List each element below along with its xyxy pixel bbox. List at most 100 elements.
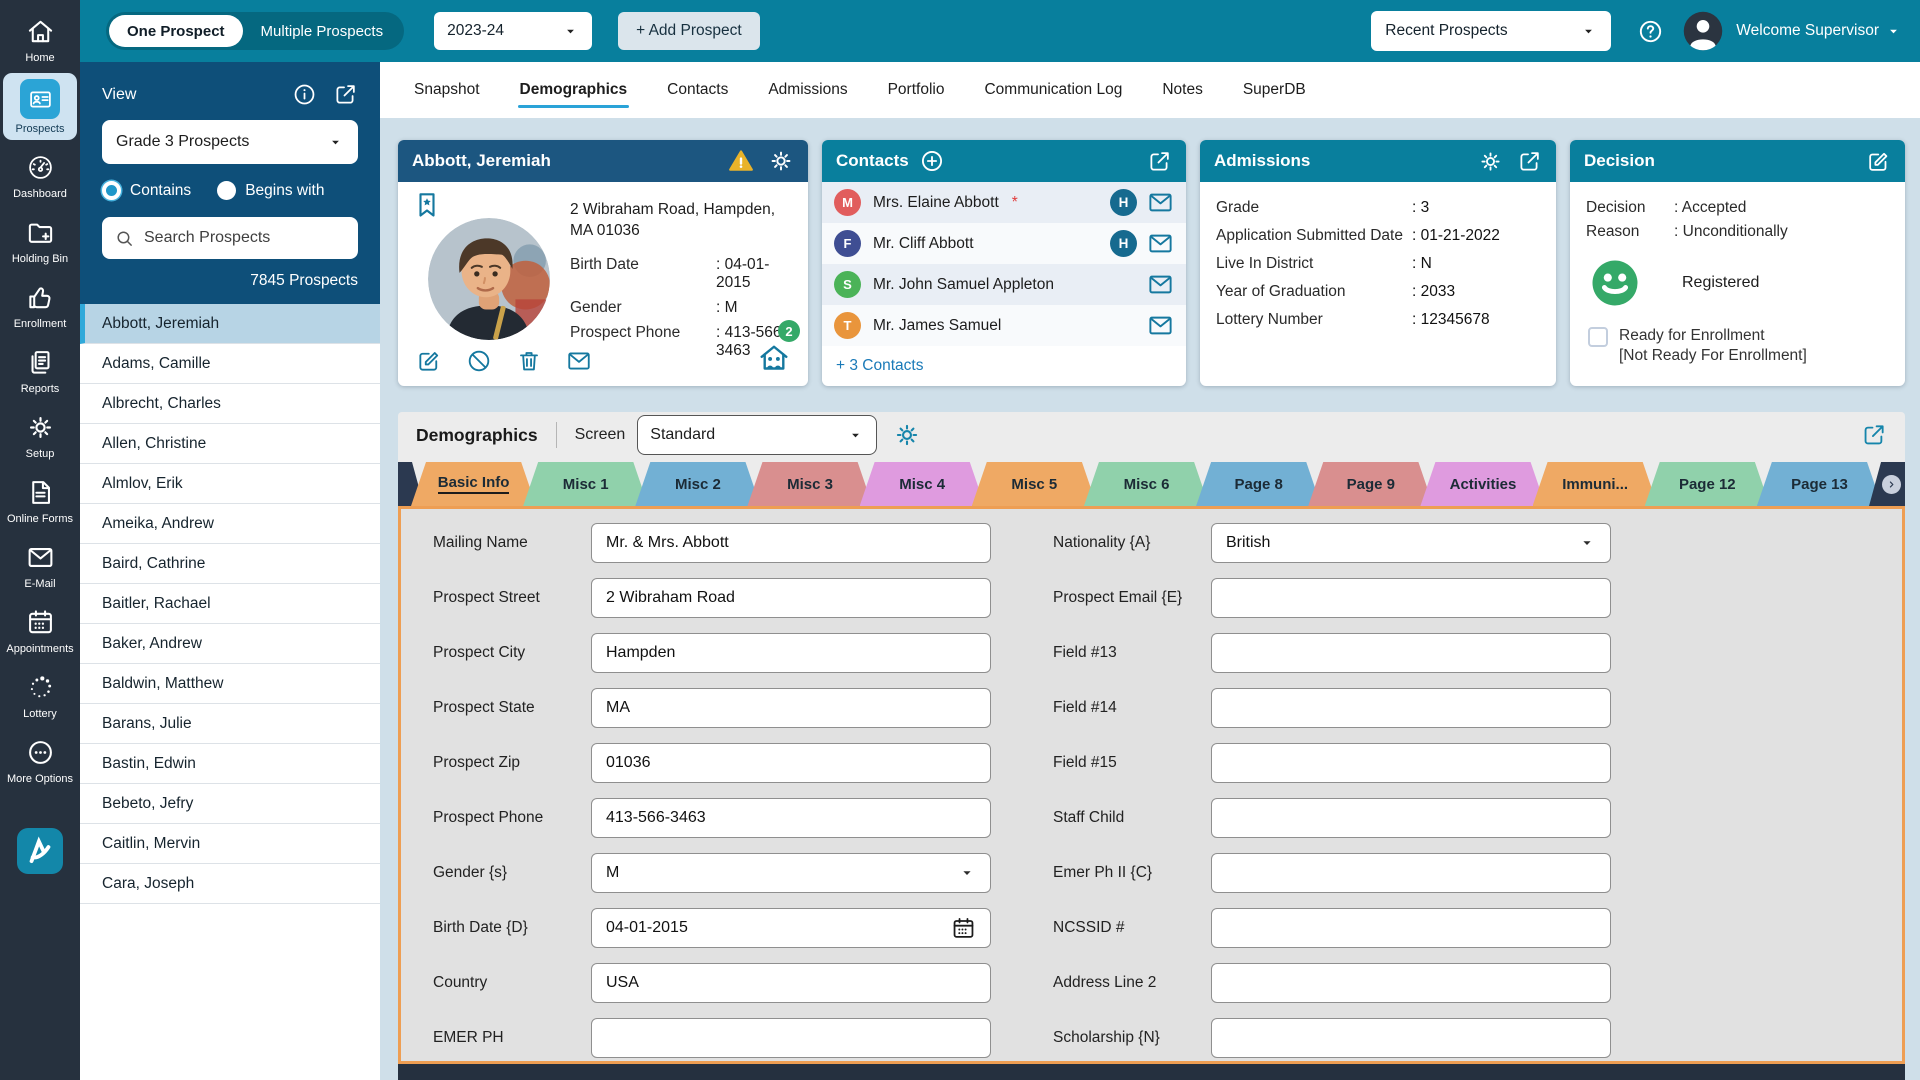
demographics-page-tab[interactable]: Misc 5 bbox=[972, 462, 1097, 506]
demographics-page-tab[interactable]: Misc 4 bbox=[860, 462, 985, 506]
nav-item[interactable]: Prospects bbox=[3, 73, 77, 140]
prospect-email-field[interactable] bbox=[1211, 578, 1611, 618]
nav-item[interactable]: Setup bbox=[3, 404, 77, 465]
chevron-down-icon[interactable] bbox=[1885, 23, 1902, 40]
record-tab[interactable]: Contacts bbox=[667, 81, 729, 98]
nav-item[interactable]: Home bbox=[3, 8, 77, 69]
field-14-field[interactable] bbox=[1211, 688, 1611, 728]
emer-ph-2-field[interactable] bbox=[1211, 853, 1611, 893]
prospect-list-item[interactable]: Ameika, Andrew bbox=[80, 504, 380, 544]
begins-with-radio[interactable] bbox=[217, 181, 237, 200]
add-contact-icon[interactable] bbox=[919, 148, 945, 174]
demographics-page-tab[interactable]: Misc 2 bbox=[635, 462, 760, 506]
add-prospect-button[interactable]: + Add Prospect bbox=[618, 12, 760, 50]
prospect-list-item[interactable]: Albrecht, Charles bbox=[80, 384, 380, 424]
nav-item[interactable]: Online Forms bbox=[3, 469, 77, 530]
field-13-field[interactable] bbox=[1211, 633, 1611, 673]
nav-item[interactable]: More Options bbox=[3, 729, 77, 790]
calendar-icon[interactable] bbox=[951, 916, 976, 941]
mailing-name-field[interactable]: Mr. & Mrs. Abbott bbox=[591, 523, 991, 563]
delete-icon[interactable] bbox=[516, 348, 542, 374]
one-prospect-toggle[interactable]: One Prospect bbox=[109, 15, 243, 47]
email-icon[interactable] bbox=[1147, 230, 1174, 257]
prospect-list-item[interactable]: Cara, Joseph bbox=[80, 864, 380, 904]
contact-row[interactable]: M Mrs. Elaine Abbott * H bbox=[822, 182, 1186, 223]
nav-item[interactable]: Enrollment bbox=[3, 274, 77, 335]
contact-row[interactable]: S Mr. John Samuel Appleton bbox=[822, 264, 1186, 305]
record-tab[interactable]: Demographics bbox=[517, 81, 629, 108]
nationality-select[interactable]: British bbox=[1211, 523, 1611, 563]
prospect-list-item[interactable]: Baird, Cathrine bbox=[80, 544, 380, 584]
demographics-page-tab[interactable]: Page 9 bbox=[1308, 462, 1433, 506]
bookmark-star-icon[interactable] bbox=[412, 190, 442, 220]
record-tab[interactable]: Communication Log bbox=[984, 81, 1123, 98]
ready-for-enrollment-checkbox[interactable] bbox=[1588, 327, 1608, 347]
nav-item[interactable]: Appointments bbox=[3, 599, 77, 660]
record-tab[interactable]: Admissions bbox=[768, 81, 848, 98]
prospect-list-item[interactable]: Baitler, Rachael bbox=[80, 584, 380, 624]
prospect-list-item[interactable]: Bebeto, Jefry bbox=[80, 784, 380, 824]
gear-icon[interactable] bbox=[1478, 149, 1503, 174]
prospect-state-field[interactable]: MA bbox=[591, 688, 991, 728]
prospect-list-item[interactable]: Adams, Camille bbox=[80, 344, 380, 384]
birth-date-field[interactable]: 04-01-2015 bbox=[591, 908, 991, 948]
prospect-zip-field[interactable]: 01036 bbox=[591, 743, 991, 783]
contains-radio[interactable] bbox=[102, 181, 121, 200]
open-external-icon[interactable] bbox=[1147, 149, 1172, 174]
open-external-icon[interactable] bbox=[1861, 422, 1887, 448]
demographics-page-tab[interactable]: Page 8 bbox=[1196, 462, 1321, 506]
edit-icon[interactable] bbox=[416, 348, 442, 374]
nav-item[interactable]: Dashboard bbox=[3, 144, 77, 205]
prospect-list-item[interactable]: Bastin, Edwin bbox=[80, 744, 380, 784]
demographics-page-tab[interactable]: Activities bbox=[1420, 462, 1545, 506]
edit-icon[interactable] bbox=[1866, 149, 1891, 174]
screen-select[interactable]: Standard bbox=[637, 415, 878, 455]
demographics-page-tab[interactable]: Basic Info bbox=[411, 462, 536, 506]
open-external-icon[interactable] bbox=[333, 82, 358, 107]
block-icon[interactable] bbox=[466, 348, 492, 374]
prospect-list-item[interactable]: Baldwin, Matthew bbox=[80, 664, 380, 704]
demographics-page-tab[interactable]: Misc 1 bbox=[523, 462, 648, 506]
prospect-list-item[interactable]: Abbott, Jeremiah bbox=[80, 304, 380, 344]
record-tab[interactable]: Notes bbox=[1162, 81, 1203, 98]
gender-select[interactable]: M bbox=[591, 853, 991, 893]
app-logo[interactable] bbox=[17, 828, 63, 874]
ncssid-field[interactable] bbox=[1211, 908, 1611, 948]
prospect-list-item[interactable]: Almlov, Erik bbox=[80, 464, 380, 504]
prospect-list-item[interactable]: Baker, Andrew bbox=[80, 624, 380, 664]
welcome-user-label[interactable]: Welcome Supervisor bbox=[1736, 22, 1879, 39]
nav-item[interactable]: Reports bbox=[3, 339, 77, 400]
prospect-city-field[interactable]: Hampden bbox=[591, 633, 991, 673]
help-icon[interactable] bbox=[1637, 18, 1664, 45]
search-input[interactable] bbox=[144, 229, 346, 247]
address-line-2-field[interactable] bbox=[1211, 963, 1611, 1003]
school-year-select[interactable]: 2023-24 bbox=[434, 12, 593, 50]
field-15-field[interactable] bbox=[1211, 743, 1611, 783]
nav-item[interactable]: E-Mail bbox=[3, 534, 77, 595]
email-icon[interactable] bbox=[1147, 189, 1174, 216]
info-icon[interactable] bbox=[292, 82, 317, 107]
warning-icon[interactable] bbox=[728, 148, 754, 174]
email-icon[interactable] bbox=[1147, 312, 1174, 339]
nav-item[interactable]: Lottery bbox=[3, 664, 77, 725]
prospect-list-item[interactable]: Barans, Julie bbox=[80, 704, 380, 744]
scholarship-field[interactable] bbox=[1211, 1018, 1611, 1058]
contact-row[interactable]: F Mr. Cliff Abbott H bbox=[822, 223, 1186, 264]
prospect-list-item[interactable]: Caitlin, Mervin bbox=[80, 824, 380, 864]
prospect-street-field[interactable]: 2 Wibraham Road bbox=[591, 578, 991, 618]
nav-item[interactable]: Holding Bin bbox=[3, 209, 77, 270]
gear-icon[interactable] bbox=[768, 148, 794, 174]
avatar[interactable] bbox=[1682, 10, 1724, 52]
household-icon[interactable] bbox=[756, 340, 792, 376]
prospect-list-item[interactable]: Allen, Christine bbox=[80, 424, 380, 464]
prospect-phone-field[interactable]: 413-566-3463 bbox=[591, 798, 991, 838]
record-tab[interactable]: Portfolio bbox=[887, 81, 945, 98]
gear-icon[interactable] bbox=[893, 421, 921, 449]
contact-row[interactable]: T Mr. James Samuel bbox=[822, 305, 1186, 346]
demographics-page-tab[interactable]: Misc 6 bbox=[1084, 462, 1209, 506]
email-icon[interactable] bbox=[566, 348, 592, 374]
recent-prospects-select[interactable]: Recent Prospects bbox=[1371, 11, 1612, 51]
record-tab[interactable]: SuperDB bbox=[1242, 81, 1306, 98]
demographics-page-tab[interactable]: Misc 3 bbox=[747, 462, 872, 506]
country-field[interactable]: USA bbox=[591, 963, 991, 1003]
